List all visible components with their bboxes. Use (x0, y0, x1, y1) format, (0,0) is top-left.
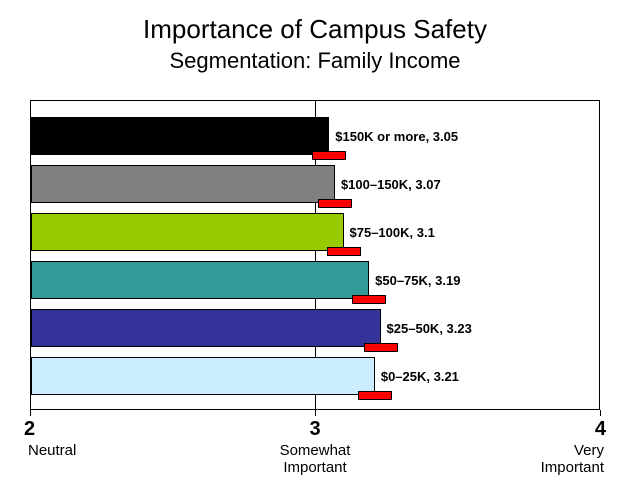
bar-data-label: $100–150K, 3.07 (341, 177, 441, 192)
bar (31, 357, 375, 395)
error-marker (352, 295, 386, 304)
x-tick-number: 3 (265, 418, 365, 441)
bar-data-label: $50–75K, 3.19 (375, 273, 460, 288)
chart-title-line2: Segmentation: Family Income (0, 48, 630, 74)
x-tick-label: Very Important (484, 442, 604, 476)
bar (31, 117, 329, 155)
bar-data-label: $25–50K, 3.23 (387, 321, 472, 336)
bar (31, 165, 335, 203)
error-marker (318, 199, 352, 208)
error-marker (364, 343, 398, 352)
bar-data-label: $0–25K, 3.21 (381, 369, 459, 384)
x-tick-label: Neutral (28, 442, 148, 459)
tick-mark (315, 410, 316, 416)
bar (31, 213, 344, 251)
bar-data-label: $75–100K, 3.1 (350, 225, 435, 240)
x-tick-number: 4 (556, 418, 606, 441)
x-tick-label: Somewhat Important (255, 442, 375, 476)
tick-mark (600, 410, 601, 416)
bar (31, 309, 381, 347)
bar-data-label: $150K or more, 3.05 (335, 129, 458, 144)
tick-mark (30, 410, 31, 416)
chart-title-line1: Importance of Campus Safety (0, 14, 630, 45)
bar (31, 261, 369, 299)
error-marker (312, 151, 346, 160)
error-marker (327, 247, 361, 256)
x-tick-number: 2 (24, 418, 74, 441)
error-marker (358, 391, 392, 400)
chart-canvas: Importance of Campus Safety Segmentation… (0, 0, 630, 500)
